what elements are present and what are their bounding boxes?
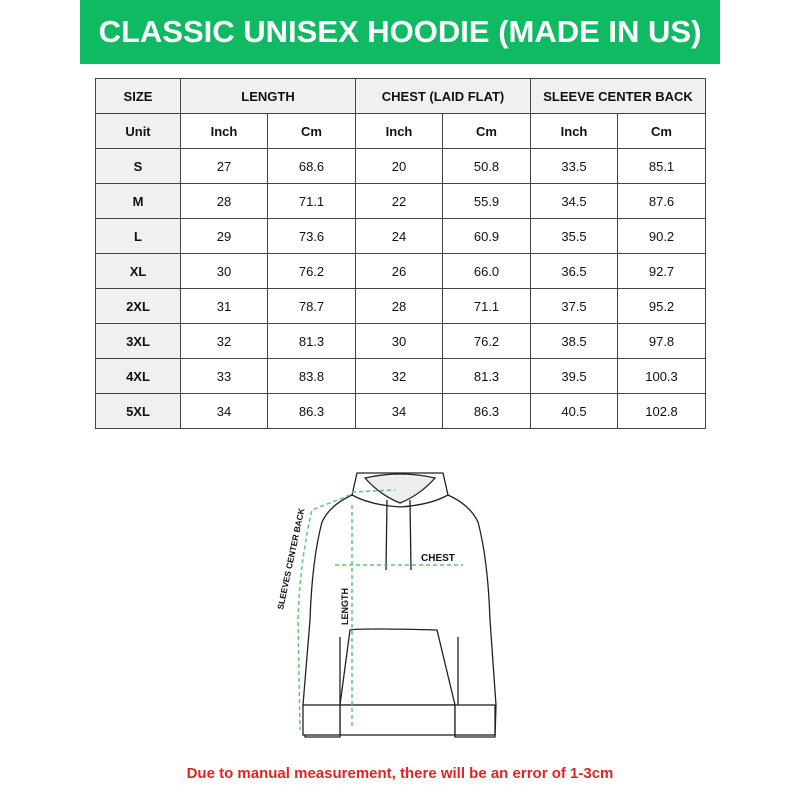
- value-cell: 90.2: [617, 218, 707, 254]
- hoodie-outline: [302, 472, 497, 738]
- unit-cell: Inch: [355, 113, 444, 149]
- size-cell: 4XL: [95, 358, 181, 394]
- unit-cell: Inch: [530, 113, 619, 149]
- unit-cell: Cm: [266, 113, 357, 149]
- size-cell: M: [95, 183, 181, 219]
- value-cell: 29: [180, 218, 268, 254]
- value-cell: 78.7: [266, 288, 357, 324]
- value-cell: 22: [355, 183, 444, 219]
- size-cell: 5XL: [95, 393, 181, 429]
- value-cell: 60.9: [442, 218, 532, 254]
- page-title: CLASSIC UNISEX HOODIE (MADE IN US): [98, 14, 702, 49]
- value-cell: 37.5: [530, 288, 619, 324]
- header-row: SIZE LENGTH CHEST (LAID FLAT) SLEEVE CEN…: [95, 78, 707, 114]
- header-chest: CHEST (LAID FLAT): [355, 78, 532, 114]
- header-size: SIZE: [95, 78, 181, 114]
- length-label: LENGTH: [340, 588, 350, 625]
- table-row: L 29 73.6 24 60.9 35.5 90.2: [95, 218, 707, 254]
- unit-cell: Inch: [180, 113, 268, 149]
- value-cell: 32: [180, 323, 268, 359]
- value-cell: 26: [355, 253, 444, 289]
- title-banner: CLASSIC UNISEX HOODIE (MADE IN US): [80, 0, 720, 64]
- table-row: M 28 71.1 22 55.9 34.5 87.6: [95, 183, 707, 219]
- value-cell: 20: [355, 148, 444, 184]
- value-cell: 102.8: [617, 393, 707, 429]
- value-cell: 28: [355, 288, 444, 324]
- value-cell: 55.9: [442, 183, 532, 219]
- value-cell: 32: [355, 358, 444, 394]
- value-cell: 83.8: [266, 358, 357, 394]
- value-cell: 38.5: [530, 323, 619, 359]
- value-cell: 40.5: [530, 393, 619, 429]
- value-cell: 95.2: [617, 288, 707, 324]
- unit-cell: Cm: [442, 113, 532, 149]
- value-cell: 86.3: [442, 393, 532, 429]
- size-cell: XL: [95, 253, 181, 289]
- value-cell: 28: [180, 183, 268, 219]
- value-cell: 81.3: [266, 323, 357, 359]
- size-cell: 3XL: [95, 323, 181, 359]
- value-cell: 35.5: [530, 218, 619, 254]
- value-cell: 68.6: [266, 148, 357, 184]
- size-cell: 2XL: [95, 288, 181, 324]
- chest-label: CHEST: [421, 553, 455, 564]
- value-cell: 33: [180, 358, 268, 394]
- measurement-arrows: [297, 489, 463, 731]
- size-cell: S: [95, 148, 181, 184]
- sleeve-label: SLEEVES CENTER BACK: [275, 506, 306, 610]
- measurement-note: Due to manual measurement, there will be…: [186, 765, 614, 782]
- table-row: 5XL 34 86.3 34 86.3 40.5 102.8: [95, 393, 707, 429]
- value-cell: 71.1: [442, 288, 532, 324]
- unit-row: Unit Inch Cm Inch Cm Inch Cm: [95, 113, 707, 149]
- value-cell: 24: [355, 218, 444, 254]
- value-cell: 76.2: [266, 253, 357, 289]
- header-sleeve: SLEEVE CENTER BACK: [530, 78, 707, 114]
- value-cell: 92.7: [617, 253, 707, 289]
- value-cell: 85.1: [617, 148, 707, 184]
- value-cell: 97.8: [617, 323, 707, 359]
- value-cell: 73.6: [266, 218, 357, 254]
- value-cell: 36.5: [530, 253, 619, 289]
- sleeve-arrow: [297, 489, 396, 731]
- table-row: 3XL 32 81.3 30 76.2 38.5 97.8: [95, 323, 707, 359]
- value-cell: 30: [180, 253, 268, 289]
- value-cell: 34: [355, 393, 444, 429]
- value-cell: 34: [180, 393, 268, 429]
- header-length: LENGTH: [179, 78, 357, 114]
- value-cell: 86.3: [266, 393, 357, 429]
- unit-cell: Unit: [95, 113, 181, 149]
- size-table: SIZE LENGTH CHEST (LAID FLAT) SLEEVE CEN…: [95, 78, 707, 429]
